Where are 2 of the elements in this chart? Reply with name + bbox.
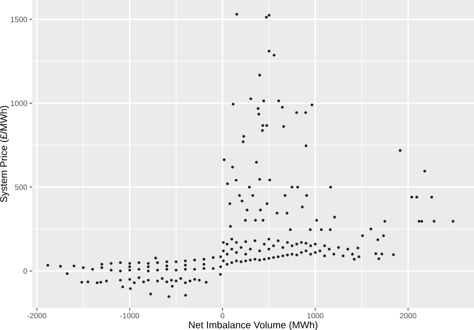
y-axis-title: System Price (£/MWh) — [0, 106, 9, 202]
x-axis-title: Net Imbalance Volume (MWh) — [189, 321, 318, 330]
